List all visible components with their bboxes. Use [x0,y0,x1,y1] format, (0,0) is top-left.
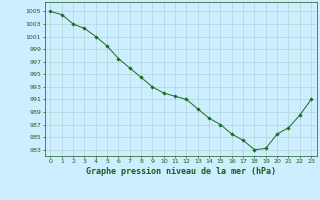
X-axis label: Graphe pression niveau de la mer (hPa): Graphe pression niveau de la mer (hPa) [86,167,276,176]
